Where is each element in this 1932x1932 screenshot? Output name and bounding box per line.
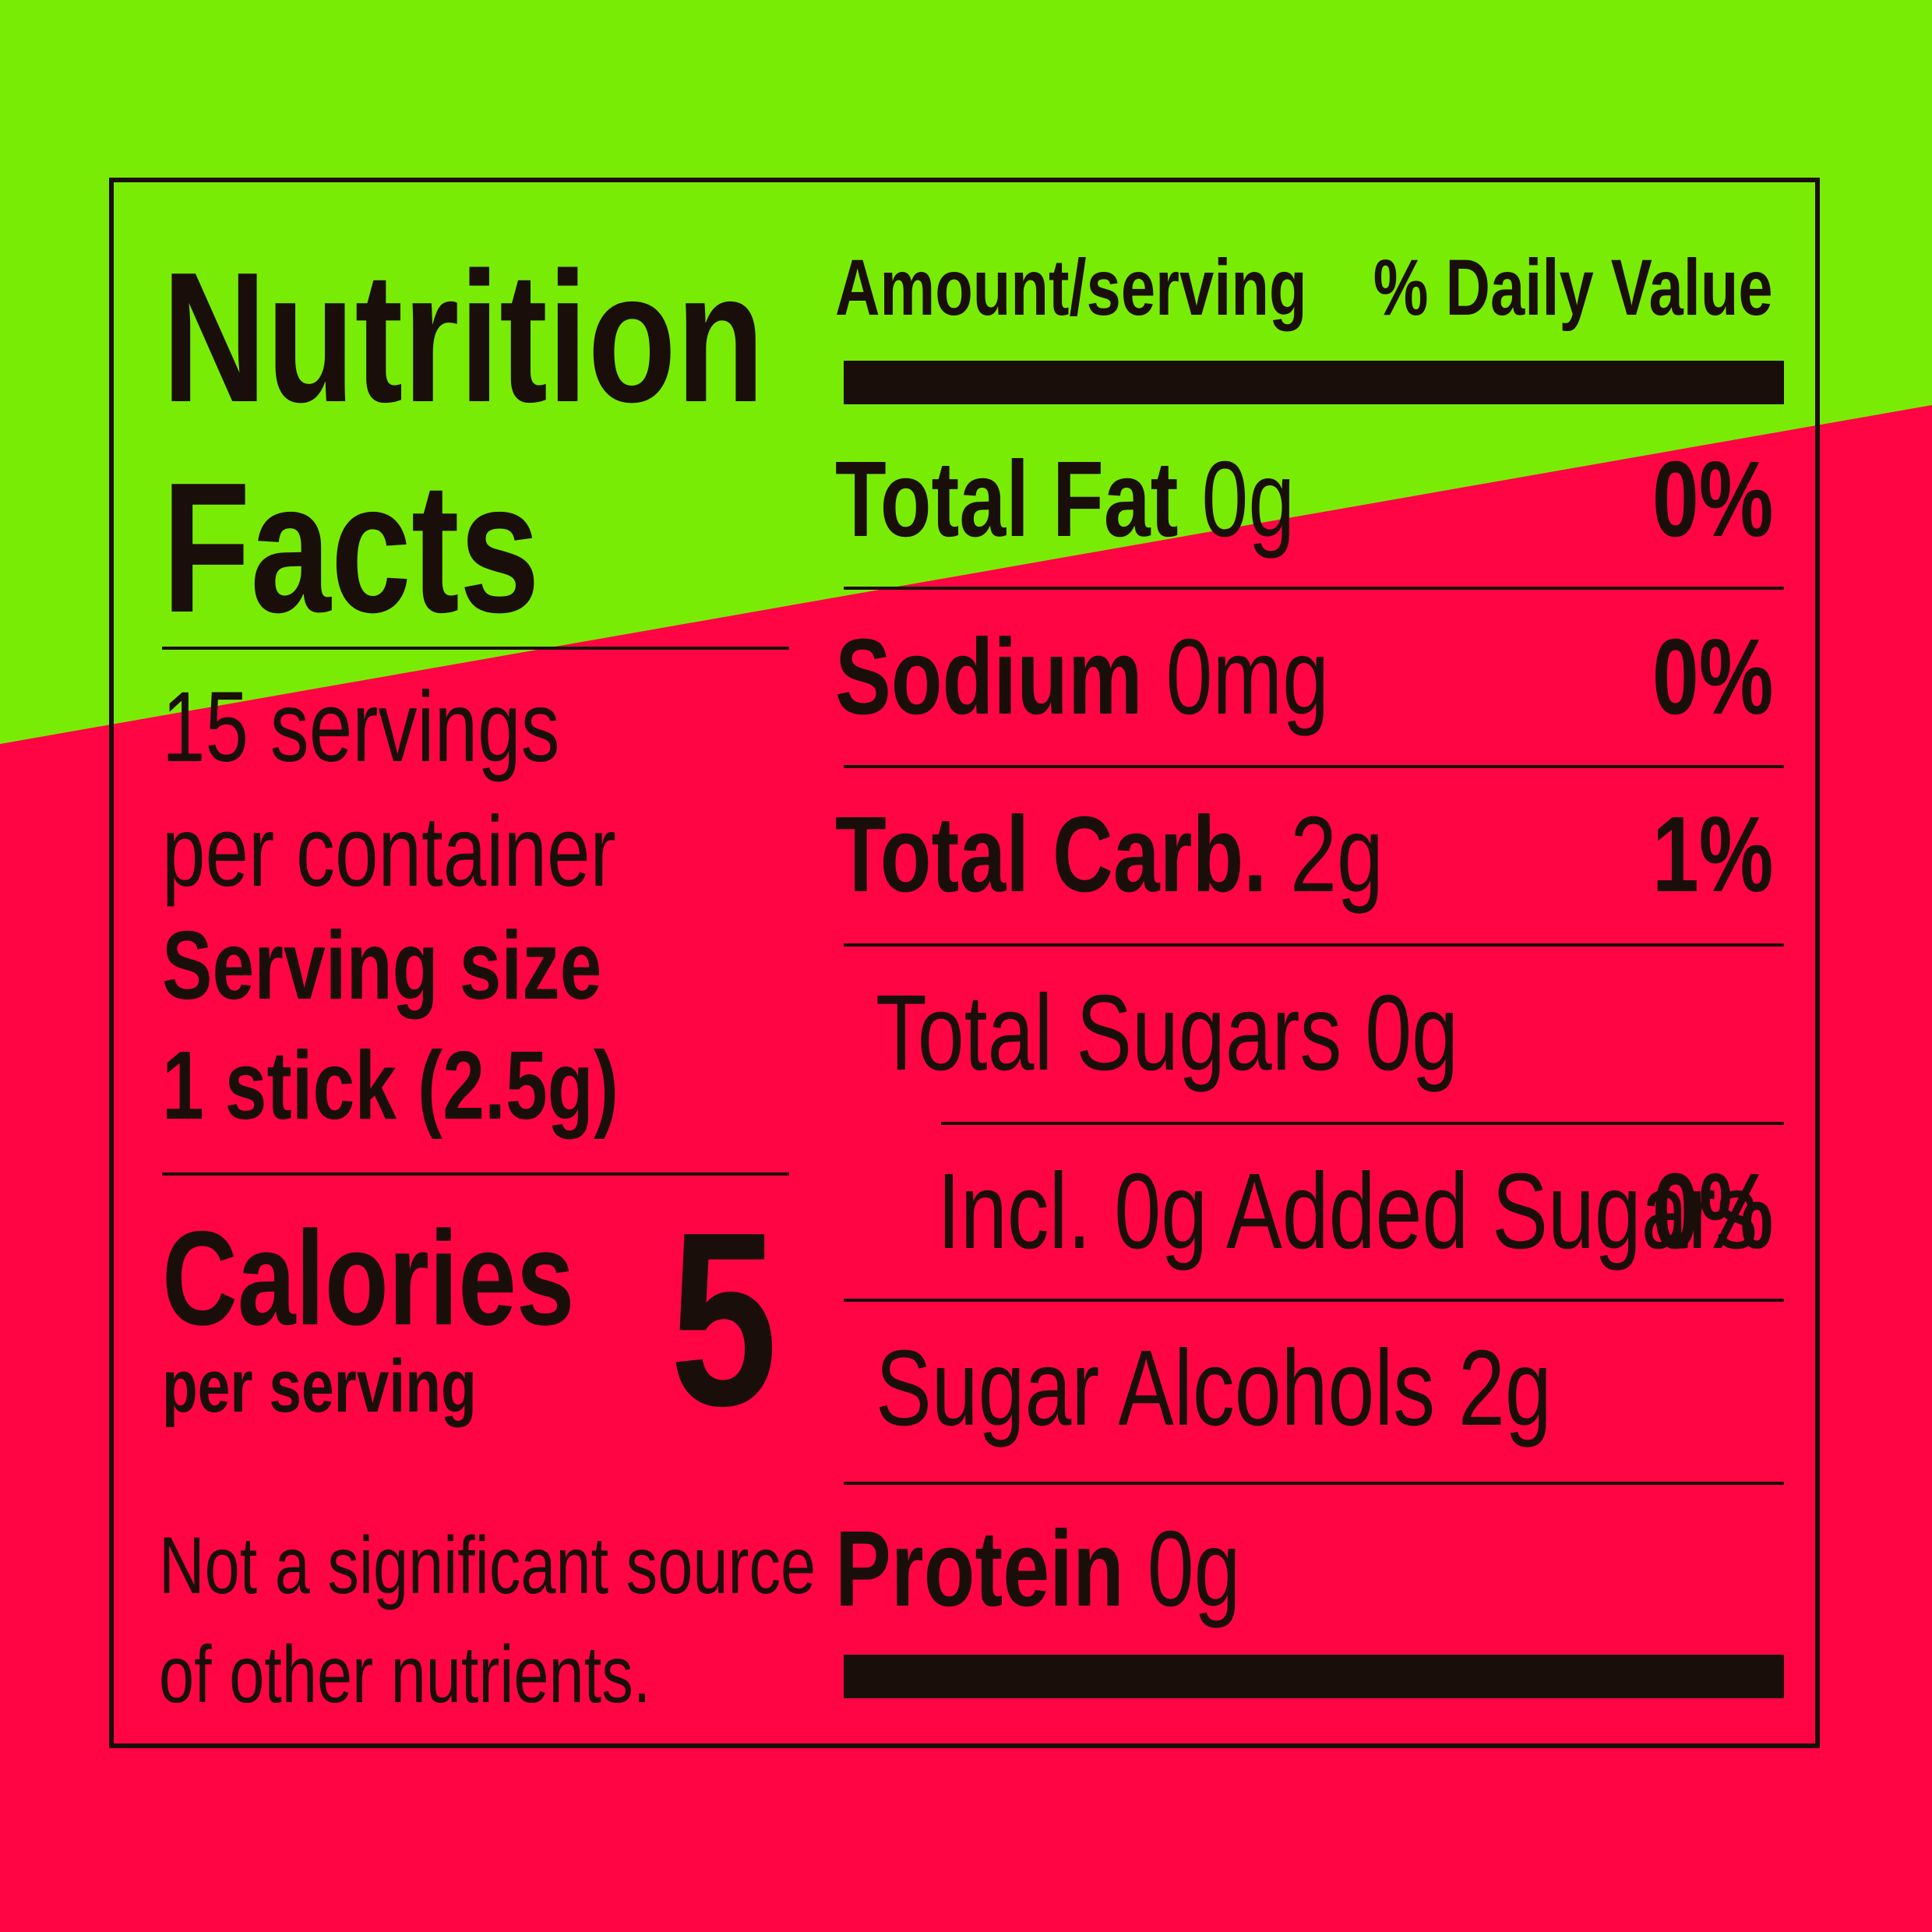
nutrient-row-protein: Protein 0g — [835, 1509, 1241, 1629]
title-divider — [162, 647, 789, 650]
row-divider — [941, 1122, 1784, 1125]
servings-per-container-line1: 15 servings — [162, 672, 560, 783]
serving-size-value: 1 stick (2.5g) — [162, 1032, 619, 1140]
title-nutrition: Nutrition — [162, 234, 765, 441]
calories-label: Calories — [162, 1204, 575, 1353]
nutrient-row-total-carb: Total Carb. 2g — [835, 795, 1384, 915]
row-divider — [844, 943, 1784, 947]
row-divider — [844, 1482, 1784, 1485]
row-divider — [844, 1299, 1784, 1302]
dv-total-carb: 1% — [1652, 795, 1773, 915]
title-facts: Facts — [162, 445, 540, 651]
row-divider — [844, 765, 1784, 768]
servings-per-container-line2: per container — [162, 796, 616, 908]
calories-value: 5 — [670, 1181, 777, 1458]
dv-sodium: 0% — [1652, 617, 1773, 737]
footnote-line2: of other nutrients. — [159, 1630, 651, 1720]
row-divider — [844, 587, 1784, 590]
calories-per-serving: per serving — [162, 1345, 477, 1428]
header-thick-bar — [844, 361, 1784, 404]
header-daily-value: % Daily Value — [1373, 243, 1773, 332]
panel-border — [109, 178, 1820, 1748]
serving-divider — [162, 1172, 789, 1176]
nutrient-row-total-sugars: Total Sugars 0g — [876, 973, 1458, 1093]
nutrient-row-sugar-alcohols: Sugar Alcohols 2g — [876, 1328, 1552, 1448]
footer-thick-bar — [844, 1655, 1784, 1698]
footnote-line1: Not a significant source — [159, 1521, 816, 1611]
nutrient-row-sodium: Sodium 0mg — [835, 617, 1329, 737]
header-amount-serving: Amount/serving — [835, 243, 1307, 332]
nutrient-row-total-fat: Total Fat 0g — [835, 439, 1296, 559]
dv-total-fat: 0% — [1652, 439, 1773, 559]
dv-added-sugars: 0% — [1652, 1151, 1773, 1271]
serving-size-label: Serving size — [162, 912, 602, 1020]
nutrient-row-added-sugars: Incl. 0g Added Sugars — [937, 1151, 1758, 1271]
